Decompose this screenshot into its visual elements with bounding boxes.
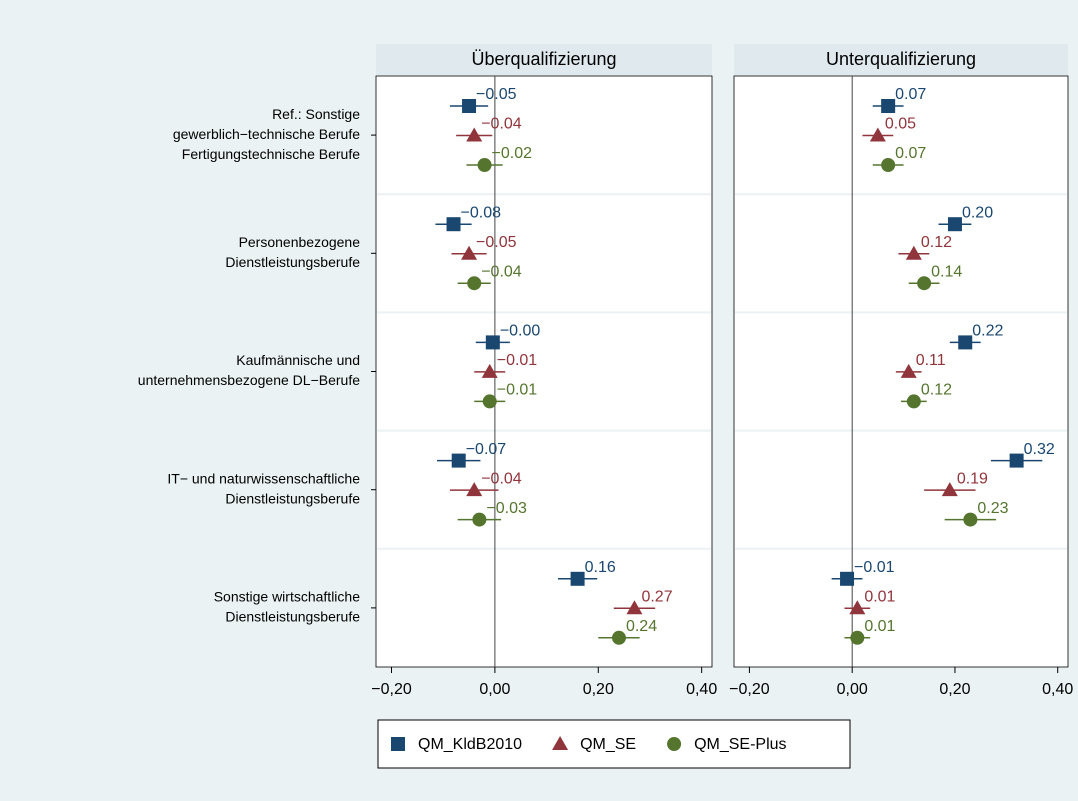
y-tick-label: Dienstleistungsberufe — [225, 254, 360, 270]
marker — [451, 453, 466, 468]
y-tick-label: Ref.: Sonstige — [272, 106, 360, 122]
y-tick-label: Personenbezogene — [239, 234, 361, 250]
x-tick-label: −0,20 — [729, 681, 770, 698]
marker — [917, 276, 932, 291]
value-label: 0.11 — [916, 352, 946, 369]
value-label: −0.00 — [500, 323, 541, 340]
value-label: 0.05 — [885, 116, 916, 133]
value-label: 0.01 — [864, 589, 895, 606]
marker — [482, 394, 497, 409]
value-label: 0.19 — [957, 470, 988, 487]
marker — [849, 600, 866, 615]
value-label: −0.01 — [497, 352, 538, 369]
value-label: 0.22 — [972, 323, 1003, 340]
value-label: −0.04 — [481, 263, 522, 280]
marker — [667, 737, 682, 751]
marker — [466, 127, 483, 142]
value-label: 0.32 — [1024, 441, 1055, 458]
x-tick-label: −0,20 — [371, 681, 412, 698]
marker — [485, 335, 500, 350]
x-tick-label: 0,40 — [1042, 681, 1073, 698]
value-label: 0.14 — [931, 263, 962, 280]
x-tick-label: 0,20 — [583, 681, 614, 698]
y-tick-label: IT− und naturwissenschaftliche — [167, 470, 360, 486]
marker — [552, 736, 569, 750]
marker — [963, 512, 978, 527]
marker — [1009, 453, 1024, 468]
y-tick-label: gewerblich−technische Berufe — [173, 126, 360, 142]
marker — [869, 127, 886, 142]
panel-title: Unterqualifizierung — [826, 49, 976, 69]
value-label: 0.12 — [921, 234, 952, 251]
marker — [391, 737, 405, 751]
x-tick-label: 0,40 — [686, 681, 717, 698]
value-label: −0.01 — [497, 382, 538, 399]
y-tick-label: Sonstige wirtschaftliche — [214, 589, 361, 605]
panel-title: Überqualifizierung — [471, 49, 616, 69]
marker — [900, 363, 917, 378]
value-label: 0.23 — [977, 500, 1008, 517]
value-label: −0.07 — [466, 441, 507, 458]
marker — [840, 571, 855, 586]
value-label: −0.04 — [481, 116, 522, 133]
legend-label: QM_KldB2010 — [418, 736, 522, 753]
value-label: 0.20 — [962, 204, 993, 221]
marker — [941, 482, 958, 497]
marker — [881, 99, 896, 113]
x-tick-label: 0,00 — [837, 681, 868, 698]
panel-strip — [734, 44, 1068, 75]
marker — [881, 158, 896, 172]
value-label: −0.05 — [476, 86, 517, 103]
marker — [466, 482, 483, 497]
marker — [467, 276, 482, 291]
marker — [611, 630, 626, 645]
marker — [905, 245, 922, 260]
legend — [377, 719, 851, 769]
y-tick-label: unternehmensbezogene DL−Berufe — [138, 372, 360, 388]
y-tick-label: Kaufmännische und — [236, 352, 360, 368]
x-tick-label: 0,20 — [939, 681, 970, 698]
marker — [446, 217, 461, 232]
y-tick-label: Fertigungstechnische Berufe — [182, 146, 360, 162]
value-label: 0.07 — [895, 86, 926, 103]
value-label: −0.04 — [481, 470, 522, 487]
value-label: 0.01 — [864, 618, 895, 635]
value-label: −0.08 — [461, 204, 502, 221]
y-tick-label: Dienstleistungsberufe — [225, 609, 360, 625]
marker — [461, 245, 478, 260]
value-label: −0.03 — [486, 500, 527, 517]
x-tick-label: 0,00 — [479, 681, 510, 698]
marker — [947, 217, 962, 232]
marker — [462, 99, 477, 113]
marker — [472, 512, 487, 527]
marker — [481, 363, 498, 378]
y-tick-label: Dienstleistungsberufe — [225, 490, 360, 506]
value-label: −0.01 — [854, 559, 895, 576]
panel-strip — [376, 44, 712, 75]
value-label: −0.05 — [476, 234, 517, 251]
value-label: 0.16 — [585, 559, 616, 576]
plot-area — [375, 75, 713, 668]
marker — [958, 335, 973, 350]
value-label: −0.02 — [492, 145, 533, 162]
legend-label: QM_SE — [580, 736, 636, 753]
legend-label: QM_SE-Plus — [694, 736, 786, 753]
marker — [850, 630, 865, 645]
marker — [477, 158, 492, 172]
value-label: 0.24 — [626, 618, 657, 635]
marker — [906, 394, 921, 409]
value-label: 0.27 — [641, 589, 672, 606]
value-label: 0.07 — [895, 145, 926, 162]
marker — [570, 571, 585, 586]
marker — [626, 600, 643, 615]
value-label: 0.12 — [921, 382, 952, 399]
